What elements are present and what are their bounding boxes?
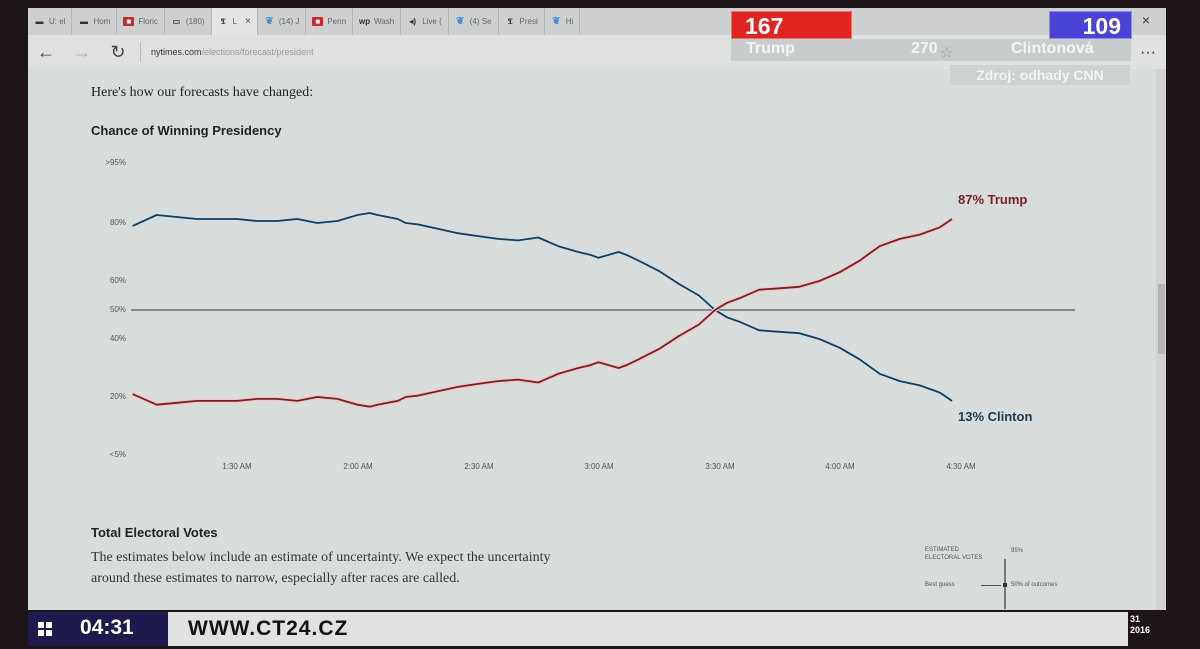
legend-50: 50% of outcomes — [1011, 582, 1058, 588]
news-icon: ▬ — [79, 17, 88, 26]
wp-icon: wp — [359, 17, 371, 26]
arrow-right-icon: → — [73, 41, 91, 62]
news-icon: ▬ — [35, 17, 44, 26]
intro-text: Here's how our forecasts have changed: — [91, 85, 314, 100]
tab-4[interactable]: 𝕿 L × — [211, 8, 258, 35]
tab-6[interactable]: ■ Penn — [306, 8, 354, 35]
y-tick-label: >95% — [105, 158, 126, 167]
trump-label: Trump — [746, 40, 795, 57]
x-tick-label: 4:00 AM — [825, 462, 855, 471]
tab-label: Floric — [138, 17, 158, 26]
tab-3[interactable]: ▭ (180) — [165, 8, 212, 35]
browser-window: ▬ U: el ▬ Hom ■ Floric ▭ (180) 𝕿 L × ❦ (14) J ■ Penn wp… — [28, 8, 1166, 610]
clinton-line — [132, 212, 953, 402]
trump-line — [132, 218, 953, 408]
trump-end-label: 87% Trump — [958, 192, 1028, 207]
divider — [140, 42, 141, 62]
y-tick-label: <5% — [109, 450, 126, 459]
tab-label: L — [232, 17, 238, 26]
tab-label: Presi — [519, 17, 538, 26]
ticker-site: WWW.CT24.CZ — [168, 612, 1128, 646]
twitter-icon: ❦ — [552, 16, 561, 27]
page-content: Here's how our forecasts have changed: C… — [28, 69, 1156, 610]
legend-95: 95% — [1011, 548, 1024, 554]
tv-ticker: 04:31 WWW.CT24.CZ — [28, 612, 1128, 646]
tab-9[interactable]: ❦ (4) Se — [449, 8, 499, 35]
clinton-label: Clintonová — [1011, 40, 1094, 57]
legend-best-guess: Best guess — [925, 582, 955, 588]
back-button[interactable]: ← — [28, 42, 64, 63]
tab-label: (14) J — [278, 17, 300, 26]
y-tick-label: 20% — [109, 392, 126, 401]
clinton-ev-count: 109 — [1049, 11, 1132, 39]
tab-label: U: el — [49, 17, 66, 26]
x-tick-label: 2:00 AM — [343, 462, 373, 471]
electoral-votes-description: The estimates below include an estimate … — [91, 550, 551, 586]
close-icon[interactable]: × — [1141, 12, 1150, 28]
electoral-votes-title: Total Electoral Votes — [91, 525, 218, 540]
tab-bar: ▬ U: el ▬ Hom ■ Floric ▭ (180) 𝕿 L × ❦ (14) J ■ Penn wp… — [28, 8, 1166, 35]
tab-label: Live ( — [422, 17, 442, 26]
x-tick-label: 3:00 AM — [584, 462, 614, 471]
ticker-date: 31 2016 — [1130, 614, 1151, 635]
trump-ev-count: 167 — [731, 11, 852, 39]
url-domain: nytimes.com — [151, 47, 202, 57]
x-tick-label: 4:30 AM — [946, 462, 976, 471]
ticker-clock-box: 04:31 — [28, 612, 168, 646]
legend-dash — [981, 585, 1001, 586]
url-path: /elections/forecast/president — [201, 47, 314, 57]
y-tick-label: 80% — [109, 218, 126, 227]
scrollbar-thumb[interactable] — [1158, 284, 1165, 354]
refresh-button[interactable]: ↻ — [100, 42, 136, 63]
windows-logo-icon — [38, 622, 52, 636]
tab-label: (180) — [185, 17, 205, 26]
x-tick-label: 1:30 AM — [222, 462, 252, 471]
nyt-icon: 𝕿 — [507, 17, 513, 26]
nyt-icon: 𝕿 — [220, 17, 226, 26]
twitter-icon: ❦ — [265, 16, 274, 27]
tab-11[interactable]: ❦ Hi — [545, 8, 581, 35]
tab-label: Wash — [374, 17, 395, 26]
tab-5[interactable]: ❦ (14) J — [258, 8, 307, 35]
threshold-label: 270 — [911, 40, 938, 57]
more-icon[interactable]: ··· — [1140, 44, 1156, 61]
cnn-icon: ■ — [123, 17, 135, 26]
legend-dot — [1003, 583, 1007, 587]
tab-1[interactable]: ▬ Hom — [72, 8, 118, 35]
twitter-icon: ❦ — [456, 16, 465, 27]
y-tick-label: 50% — [109, 305, 126, 314]
ev-legend: ESTIMATED ELECTORAL VOTES 95% Best guess … — [925, 543, 1105, 610]
series-halo — [131, 211, 954, 403]
x-tick-label: 3:30 AM — [705, 462, 735, 471]
refresh-icon: ↻ — [110, 41, 126, 62]
series-halo — [131, 217, 954, 409]
ticker-time: 04:31 — [80, 616, 134, 639]
arrow-left-icon: ← — [37, 41, 55, 62]
tab-close-icon[interactable]: × — [245, 16, 251, 27]
x-tick-label: 2:30 AM — [464, 462, 494, 471]
tab-0[interactable]: ▬ U: el — [28, 8, 73, 35]
chart-title: Chance of Winning Presidency — [91, 123, 282, 138]
window-icon: ▭ — [172, 17, 181, 26]
url-field[interactable]: nytimes.com/elections/forecast/president — [151, 47, 314, 57]
tab-label: Hi — [565, 17, 574, 26]
clinton-end-label: 13% Clinton — [958, 409, 1033, 424]
tab-8[interactable]: ◂) Live ( — [401, 8, 449, 35]
tab-label: Hom — [93, 17, 111, 26]
tab-label: (4) Se — [469, 17, 492, 26]
tab-10[interactable]: 𝕿 Presi — [499, 8, 545, 35]
audio-icon: ◂) — [409, 17, 417, 26]
cnn-icon: ■ — [312, 17, 324, 26]
source-label: Zdroj: odhady CNN — [950, 65, 1130, 85]
legend-heading: ESTIMATED ELECTORAL VOTES — [925, 547, 983, 561]
tab-2[interactable]: ■ Floric — [117, 8, 165, 35]
chart-plot — [131, 211, 1075, 409]
y-tick-label: 40% — [109, 334, 126, 343]
forward-button[interactable]: → — [64, 42, 100, 63]
page-scrollbar[interactable] — [1156, 69, 1166, 610]
ev-overlay-bar: Trump 270 Clintonová — [731, 39, 1131, 61]
tab-7[interactable]: wp Wash — [353, 8, 402, 35]
tab-label: Penn — [327, 17, 347, 26]
y-tick-label: 60% — [109, 276, 126, 285]
